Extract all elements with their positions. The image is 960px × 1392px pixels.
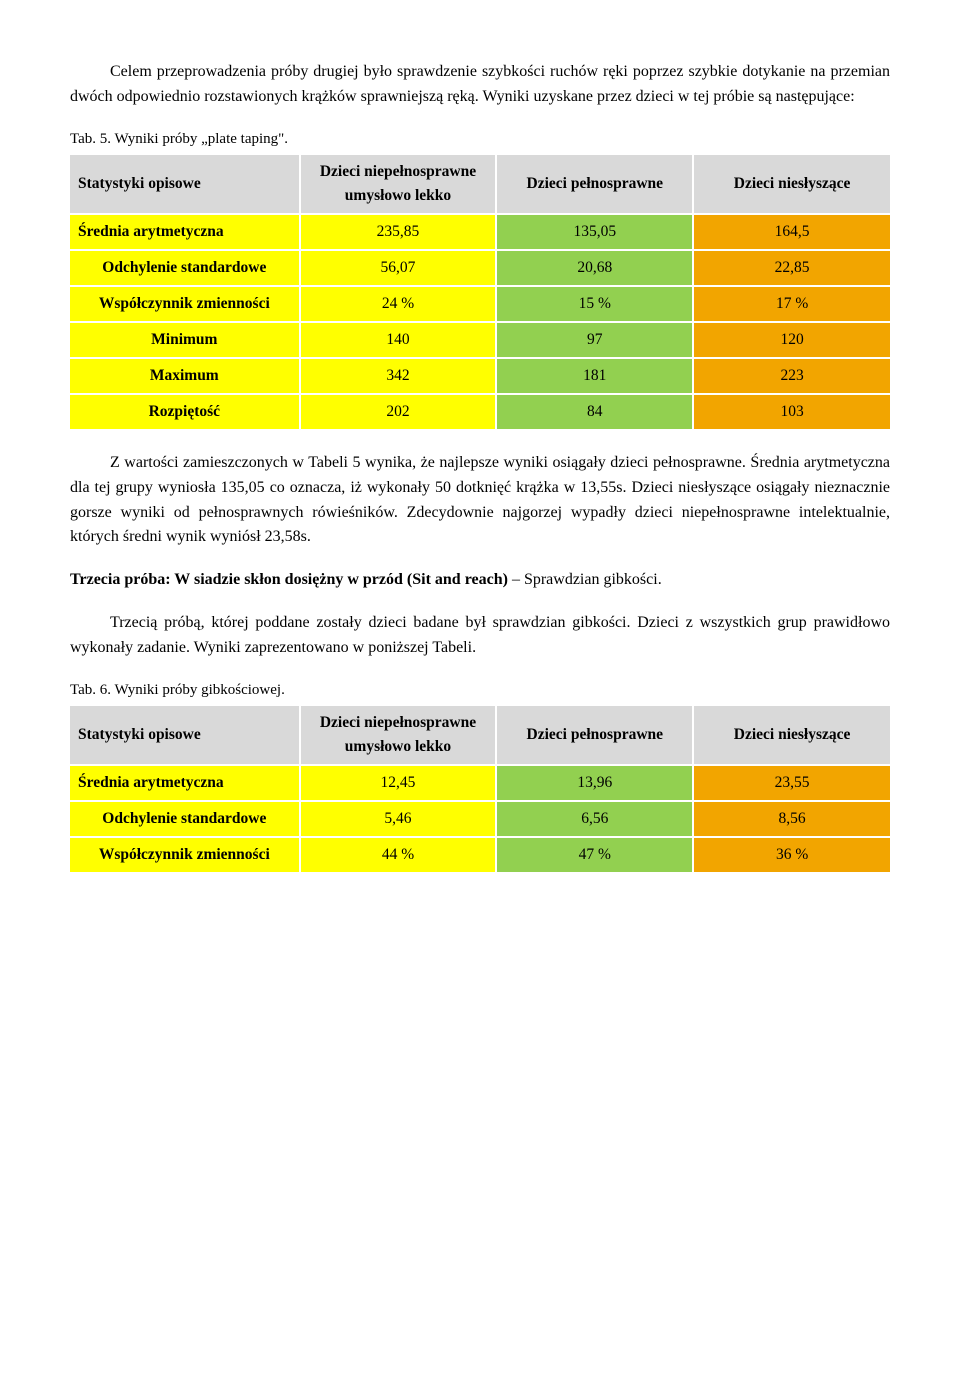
t6-sd-v2: 6,56: [496, 801, 693, 837]
table-row: Maximum 342 181 223: [70, 358, 890, 394]
table-row: Minimum 140 97 120: [70, 322, 890, 358]
table-row: Współczynnik zmienności 24 % 15 % 17 %: [70, 286, 890, 322]
t5-max-v2: 181: [496, 358, 693, 394]
t5-max-v3: 223: [693, 358, 890, 394]
t5-h1: Dzieci niepełnosprawne umysłowo lekko: [300, 155, 497, 214]
t5-sd-v2: 20,68: [496, 250, 693, 286]
trial3-paragraph: Trzecią próbą, której poddane zostały dz…: [70, 611, 890, 661]
trial3-heading-rest: – Sprawdzian gibkości.: [508, 571, 662, 588]
trial3-heading-bold: Trzecia próba: W siadzie skłon dosiężny …: [70, 571, 508, 588]
t5-mean-v3: 164,5: [693, 214, 890, 250]
t6-cv-v2: 47 %: [496, 837, 693, 873]
t5-range-label: Rozpiętość: [70, 394, 300, 430]
t5-h0: Statystyki opisowe: [70, 155, 300, 214]
table-row: Odchylenie standardowe 5,46 6,56 8,56: [70, 801, 890, 837]
t5-sd-label: Odchylenie standardowe: [70, 250, 300, 286]
t6-mean-v1: 12,45: [300, 765, 497, 801]
t5-min-v1: 140: [300, 322, 497, 358]
t5-mean-v2: 135,05: [496, 214, 693, 250]
t5-mean-label: Średnia arytmetyczna: [70, 214, 300, 250]
table5-header-row: Statystyki opisowe Dzieci niepełnosprawn…: [70, 155, 890, 214]
t5-max-label: Maximum: [70, 358, 300, 394]
t6-cv-v1: 44 %: [300, 837, 497, 873]
t6-h0: Statystyki opisowe: [70, 706, 300, 765]
t6-cv-label: Współczynnik zmienności: [70, 837, 300, 873]
t5-min-label: Minimum: [70, 322, 300, 358]
t6-sd-v1: 5,46: [300, 801, 497, 837]
t6-h2: Dzieci pełnosprawne: [496, 706, 693, 765]
table6: Statystyki opisowe Dzieci niepełnosprawn…: [70, 706, 890, 874]
t5-cv-v2: 15 %: [496, 286, 693, 322]
t5-min-v3: 120: [693, 322, 890, 358]
t5-cv-label: Współczynnik zmienności: [70, 286, 300, 322]
t5-h3: Dzieci niesłyszące: [693, 155, 890, 214]
table5-caption: Tab. 5. Wyniki próby „plate taping".: [70, 128, 890, 151]
table-row: Odchylenie standardowe 56,07 20,68 22,85: [70, 250, 890, 286]
t5-h2: Dzieci pełnosprawne: [496, 155, 693, 214]
t5-max-v1: 342: [300, 358, 497, 394]
t5-sd-v1: 56,07: [300, 250, 497, 286]
t6-h3: Dzieci niesłyszące: [693, 706, 890, 765]
table6-caption: Tab. 6. Wyniki próby gibkościowej.: [70, 679, 890, 702]
t6-mean-v3: 23,55: [693, 765, 890, 801]
t5-mean-v1: 235,85: [300, 214, 497, 250]
table-row: Średnia arytmetyczna 235,85 135,05 164,5: [70, 214, 890, 250]
table6-header-row: Statystyki opisowe Dzieci niepełnosprawn…: [70, 706, 890, 765]
t5-range-v2: 84: [496, 394, 693, 430]
t5-cv-v3: 17 %: [693, 286, 890, 322]
intro-paragraph: Celem przeprowadzenia próby drugiej było…: [70, 60, 890, 110]
t5-min-v2: 97: [496, 322, 693, 358]
t6-mean-v2: 13,96: [496, 765, 693, 801]
t5-range-v3: 103: [693, 394, 890, 430]
table5: Statystyki opisowe Dzieci niepełnosprawn…: [70, 155, 890, 431]
t6-h1: Dzieci niepełnosprawne umysłowo lekko: [300, 706, 497, 765]
analysis-paragraph: Z wartości zamieszczonych w Tabeli 5 wyn…: [70, 451, 890, 550]
t6-sd-v3: 8,56: [693, 801, 890, 837]
t5-range-v1: 202: [300, 394, 497, 430]
table-row: Współczynnik zmienności 44 % 47 % 36 %: [70, 837, 890, 873]
trial3-heading: Trzecia próba: W siadzie skłon dosiężny …: [70, 568, 890, 593]
t6-cv-v3: 36 %: [693, 837, 890, 873]
table-row: Rozpiętość 202 84 103: [70, 394, 890, 430]
t6-sd-label: Odchylenie standardowe: [70, 801, 300, 837]
t6-mean-label: Średnia arytmetyczna: [70, 765, 300, 801]
t5-sd-v3: 22,85: [693, 250, 890, 286]
table-row: Średnia arytmetyczna 12,45 13,96 23,55: [70, 765, 890, 801]
t5-cv-v1: 24 %: [300, 286, 497, 322]
